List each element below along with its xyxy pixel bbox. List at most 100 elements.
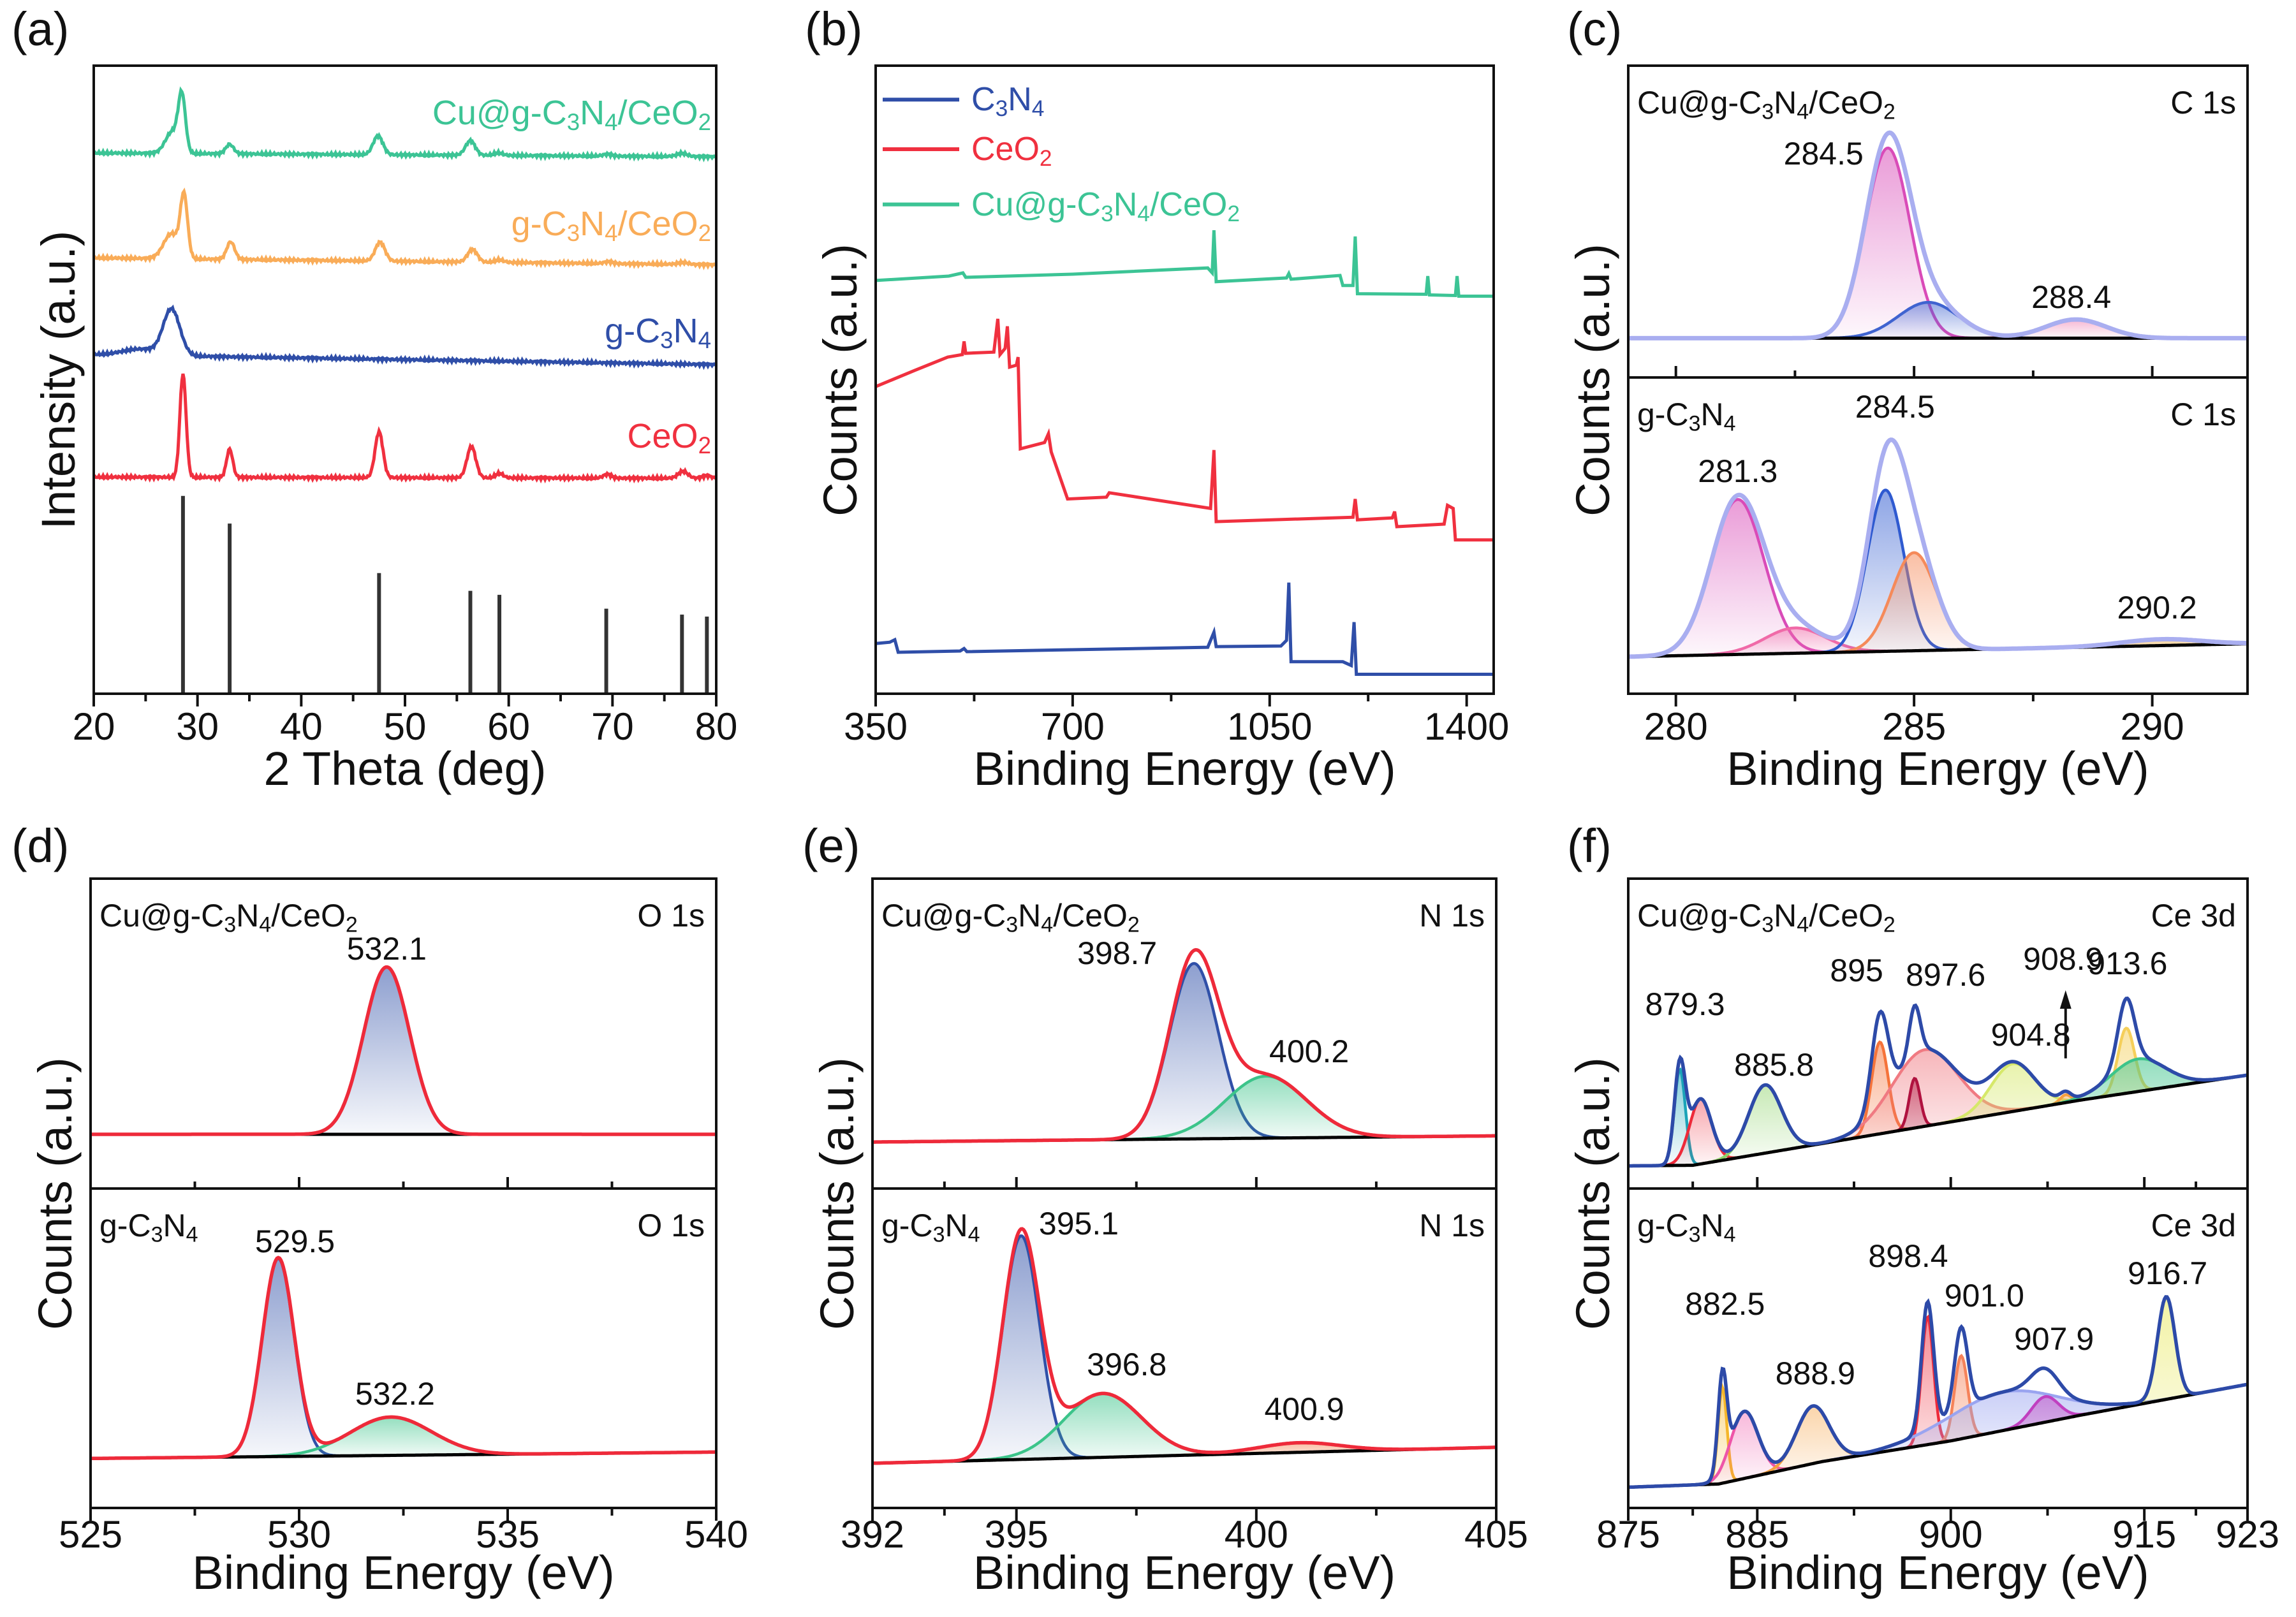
- y-axis-label: Counts (a.u.): [29, 1057, 82, 1330]
- panel-b: [874, 64, 1495, 706]
- region-label: N 1s: [1419, 898, 1485, 933]
- envelope-line: [1628, 996, 2248, 1168]
- component-fill: [872, 963, 1496, 1143]
- region-label: O 1s: [637, 898, 705, 933]
- x-tick-label: 535: [475, 1513, 540, 1556]
- plot-frame: [92, 64, 718, 695]
- peak-annotation: 529.5: [254, 1223, 335, 1259]
- envelope-line: [91, 965, 716, 1136]
- region-label: N 1s: [1419, 1208, 1485, 1243]
- background-line: [1628, 1073, 2248, 1167]
- series-line-2: [94, 304, 716, 370]
- x-tick-label: 915: [2112, 1513, 2177, 1556]
- x-tick-label: 285: [1882, 705, 1946, 748]
- sample-label: Cu@g-C3N4/CeO2: [99, 898, 358, 937]
- x-tick-label: 1050: [1227, 705, 1313, 748]
- peak-annotation: 395.1: [1038, 1206, 1119, 1242]
- component-fill: [91, 1417, 716, 1459]
- background-line: [1628, 1382, 2248, 1489]
- peak-annotation: 284.5: [1783, 135, 1864, 172]
- component-fill: [1628, 1050, 2248, 1166]
- peak-annotation: 532.1: [346, 930, 427, 967]
- y-axis-label: Counts (a.u.): [1566, 1057, 1619, 1330]
- series-line-1: [94, 187, 716, 270]
- x-tick-label: 923: [2215, 1513, 2280, 1556]
- sample-label: Cu@g-C3N4/CeO2: [881, 898, 1140, 937]
- plot-frame: [871, 877, 1498, 1509]
- peak-annotation: 895: [1830, 953, 1883, 989]
- series-line-2: [876, 230, 1494, 298]
- x-axis-label: Binding Energy (eV): [973, 742, 1396, 795]
- region-label: O 1s: [637, 1208, 705, 1243]
- region-label: C 1s: [2170, 85, 2236, 121]
- panel-f: [1627, 877, 2249, 1521]
- region-label: Ce 3d: [2151, 1208, 2236, 1243]
- plot-frame: [1627, 64, 2249, 695]
- component-fill: [1628, 302, 2248, 339]
- legend-entry: C3N4: [971, 81, 1045, 122]
- x-axis-label: 2 Theta (deg): [263, 742, 547, 795]
- peak-annotation: 290.2: [2117, 589, 2197, 626]
- plot-frame: [1627, 877, 2249, 1509]
- series-line-3: [94, 373, 716, 484]
- panel-a: [92, 64, 718, 706]
- peak-annotation: 281.3: [1698, 453, 1778, 489]
- sample-label: g-C3N4: [1637, 397, 1736, 436]
- x-tick-label: 280: [1644, 705, 1708, 748]
- envelope-line: [872, 1227, 1496, 1465]
- panel-d: [89, 877, 718, 1521]
- peak-annotation: 898.4: [1868, 1238, 1948, 1274]
- x-tick-label: 30: [176, 705, 219, 748]
- peak-annotation: 904.8: [1991, 1017, 2071, 1053]
- peak-annotation: 897.6: [1906, 957, 1986, 993]
- x-axis-label: Binding Energy (eV): [1726, 742, 2149, 795]
- x-tick-label: 525: [58, 1513, 123, 1556]
- y-axis-label: Intensity (a.u.): [32, 230, 85, 529]
- series-label: g-C3N4/CeO2: [511, 205, 711, 247]
- x-tick-label: 875: [1596, 1513, 1661, 1556]
- component-fill: [1628, 499, 2248, 657]
- region-label: C 1s: [2170, 397, 2236, 432]
- plot-area: [91, 965, 716, 1461]
- sample-label: Cu@g-C3N4/CeO2: [1637, 85, 1895, 124]
- x-tick-label: 700: [1040, 705, 1105, 748]
- peak-annotation: 885.8: [1734, 1046, 1814, 1083]
- x-tick-label: 900: [1918, 1513, 1983, 1556]
- plot-frame: [89, 877, 718, 1509]
- x-tick-label: 392: [840, 1513, 905, 1556]
- x-tick-label: 1400: [1424, 705, 1510, 748]
- plot-area: [872, 948, 1496, 1465]
- series-label: g-C3N4: [605, 311, 711, 353]
- x-tick-label: 405: [1464, 1513, 1529, 1556]
- panel-e: [871, 877, 1498, 1521]
- x-tick-label: 290: [2120, 705, 2184, 748]
- series-label: Cu@g-C3N4/CeO2: [432, 93, 711, 136]
- x-tick-label: 60: [487, 705, 531, 748]
- panel-label: (a): [11, 3, 70, 55]
- component-fill: [1628, 552, 2248, 657]
- peak-annotation: 913.6: [2087, 946, 2168, 982]
- component-fill: [1628, 1075, 2248, 1166]
- x-axis-label: Binding Energy (eV): [192, 1546, 615, 1599]
- x-tick-label: 80: [695, 705, 738, 748]
- sample-label: g-C3N4: [1637, 1208, 1736, 1247]
- x-tick-label: 50: [383, 705, 427, 748]
- sample-label: Cu@g-C3N4/CeO2: [1637, 898, 1895, 937]
- peak-annotation: 398.7: [1077, 935, 1158, 971]
- envelope-line: [1628, 437, 2248, 659]
- peak-annotation: 907.9: [2014, 1321, 2094, 1357]
- component-fill: [1628, 1384, 2248, 1488]
- region-label: Ce 3d: [2151, 898, 2236, 933]
- peak-annotation: 400.2: [1269, 1033, 1350, 1069]
- x-tick-label: 350: [843, 705, 908, 748]
- peak-annotation: 901.0: [1944, 1277, 2024, 1313]
- x-tick-label: 395: [984, 1513, 1049, 1556]
- y-axis-label: Counts (a.u.): [814, 243, 867, 516]
- plot-area: [94, 86, 716, 694]
- component-peak-0: [872, 1234, 1496, 1465]
- series-line-0: [94, 86, 716, 163]
- envelope-line: [91, 1255, 716, 1461]
- peak-annotation: 532.2: [355, 1375, 435, 1412]
- sample-label: g-C3N4: [881, 1208, 980, 1247]
- x-tick-label: 20: [72, 705, 115, 748]
